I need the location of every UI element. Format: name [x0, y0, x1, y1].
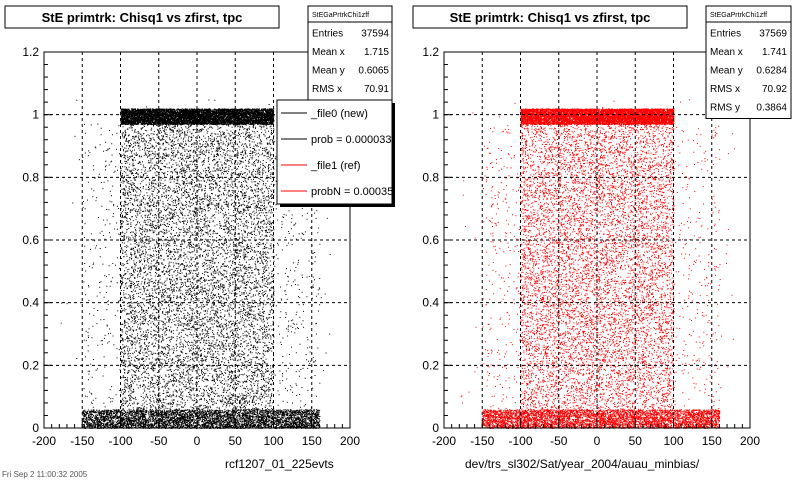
x-tick-label: -50 [550, 434, 568, 448]
legend-frame [276, 99, 393, 205]
stats-row-label: Mean y [710, 66, 743, 77]
left-scatter-points [60, 99, 335, 429]
left-title-box [4, 5, 280, 29]
y-tick-label: 0 [432, 421, 439, 435]
y-tick-label: 0.8 [22, 170, 39, 184]
stats-box-name: StEGaPrtrkChi1zff [312, 12, 369, 19]
x-tick-label: 50 [229, 434, 243, 448]
x-tick-label: 200 [340, 434, 360, 448]
right-stats-box: StEGaPrtrkChi1zff Entries 37569 Mean x 1.741… [705, 5, 792, 119]
x-tick-label: 150 [302, 434, 322, 448]
x-tick-label: -100 [508, 434, 532, 448]
stats-row-label: RMS y [710, 103, 740, 114]
stats-row-value: 0.6065 [358, 66, 389, 77]
x-tick-label: 100 [263, 434, 283, 448]
stats-row-value: 70.91 [364, 84, 389, 95]
y-tick-label: 1 [432, 108, 439, 122]
legend-entry-label: probN = 0.00035 [311, 186, 393, 198]
stats-row-label: Mean x [710, 47, 743, 58]
y-tick-label: 0.4 [422, 296, 439, 310]
x-tick-label: 50 [629, 434, 643, 448]
right-scatter-points [460, 99, 735, 430]
left-grid [44, 52, 350, 428]
legend-entry-label: _file0 (new) [310, 108, 368, 120]
stats-row-value: 1.715 [364, 47, 389, 58]
x-tick-label: 200 [740, 434, 760, 448]
stats-row-value: 1.741 [762, 47, 787, 58]
right-x-axis-label: dev/trs_sl302/Sat/year_2004/auau_minbias… [465, 457, 700, 471]
stats-box-frame [705, 5, 792, 119]
y-tick-label: 0.2 [422, 358, 439, 372]
y-tick-label: 0.6 [22, 233, 39, 247]
scatter-points-path [460, 99, 735, 430]
left-chart-title: StE primtrk: Chisq1 vs zfirst, tpc [42, 10, 243, 25]
left-stats-box: StEGaPrtrkChi1zff Entries 37594 Mean x 1.715… [307, 5, 393, 101]
left-x-axis-label: rcf1207_01_225evts [225, 457, 334, 471]
x-tick-label: -200 [432, 434, 456, 448]
x-tick-label: -150 [70, 434, 94, 448]
x-tick-label: 150 [702, 434, 722, 448]
stats-row-label: Mean y [312, 66, 345, 77]
stats-row-label: Entries [710, 29, 741, 40]
footer-timestamp: Fri Sep 2 11:00:32 2005 [2, 470, 88, 479]
x-tick-label: -100 [108, 434, 132, 448]
stats-box-name: StEGaPrtrkChi1zff [710, 12, 767, 19]
y-tick-label: 0.2 [22, 358, 39, 372]
stats-row-label: RMS x [710, 84, 740, 95]
x-tick-label: -50 [150, 434, 168, 448]
legend-entry-label: _file1 (ref) [310, 160, 361, 172]
x-tick-label: -200 [32, 434, 56, 448]
stats-row-label: Entries [312, 29, 343, 40]
y-tick-label: 0.4 [22, 296, 39, 310]
stats-row-value: 0.6284 [756, 66, 787, 77]
stats-row-value: 70.92 [762, 84, 787, 95]
x-tick-label: 0 [194, 434, 201, 448]
y-tick-label: 0 [32, 421, 39, 435]
stats-row-value: 37569 [759, 29, 787, 40]
y-tick-label: 0.8 [422, 170, 439, 184]
x-tick-label: 100 [663, 434, 683, 448]
left-legend: _file0 (new) prob = 0.000033 _file1 (ref) p… [276, 99, 395, 207]
y-tick-label: 1.2 [22, 45, 39, 59]
y-tick-label: 1.2 [422, 45, 439, 59]
right-grid [444, 52, 750, 428]
x-tick-label: -150 [470, 434, 494, 448]
stats-row-label: RMS x [312, 84, 342, 95]
right-title-box [412, 5, 688, 29]
right-chart: -200 -150 -100 -50 0 50 100 150 200 0 0.2 0.4 0.6 0.8… [412, 5, 792, 471]
stats-row-value: 0.3864 [756, 103, 787, 114]
y-tick-label: 1 [32, 108, 39, 122]
legend-entry-label: prob = 0.000033 [311, 134, 391, 146]
right-axis-ticks: -200 -150 -100 -50 0 50 100 150 200 0 0.2 0.4 0.6 0.8… [422, 45, 760, 448]
right-chart-title: StE primtrk: Chisq1 vs zfirst, tpc [450, 10, 651, 25]
stats-row-value: 37594 [361, 29, 389, 40]
x-tick-label: 0 [594, 434, 601, 448]
stats-row-label: Mean x [312, 47, 345, 58]
left-axis-ticks: -200 -150 -100 -50 0 50 100 150 200 0 0.2 0.4 0.6 0.8… [22, 45, 360, 448]
y-tick-label: 0.6 [422, 233, 439, 247]
left-chart: -200 -150 -100 -50 0 50 100 150 200 0 0.2 0.4 0.6 0.8… [2, 5, 395, 479]
scatter-points-path [60, 99, 335, 429]
